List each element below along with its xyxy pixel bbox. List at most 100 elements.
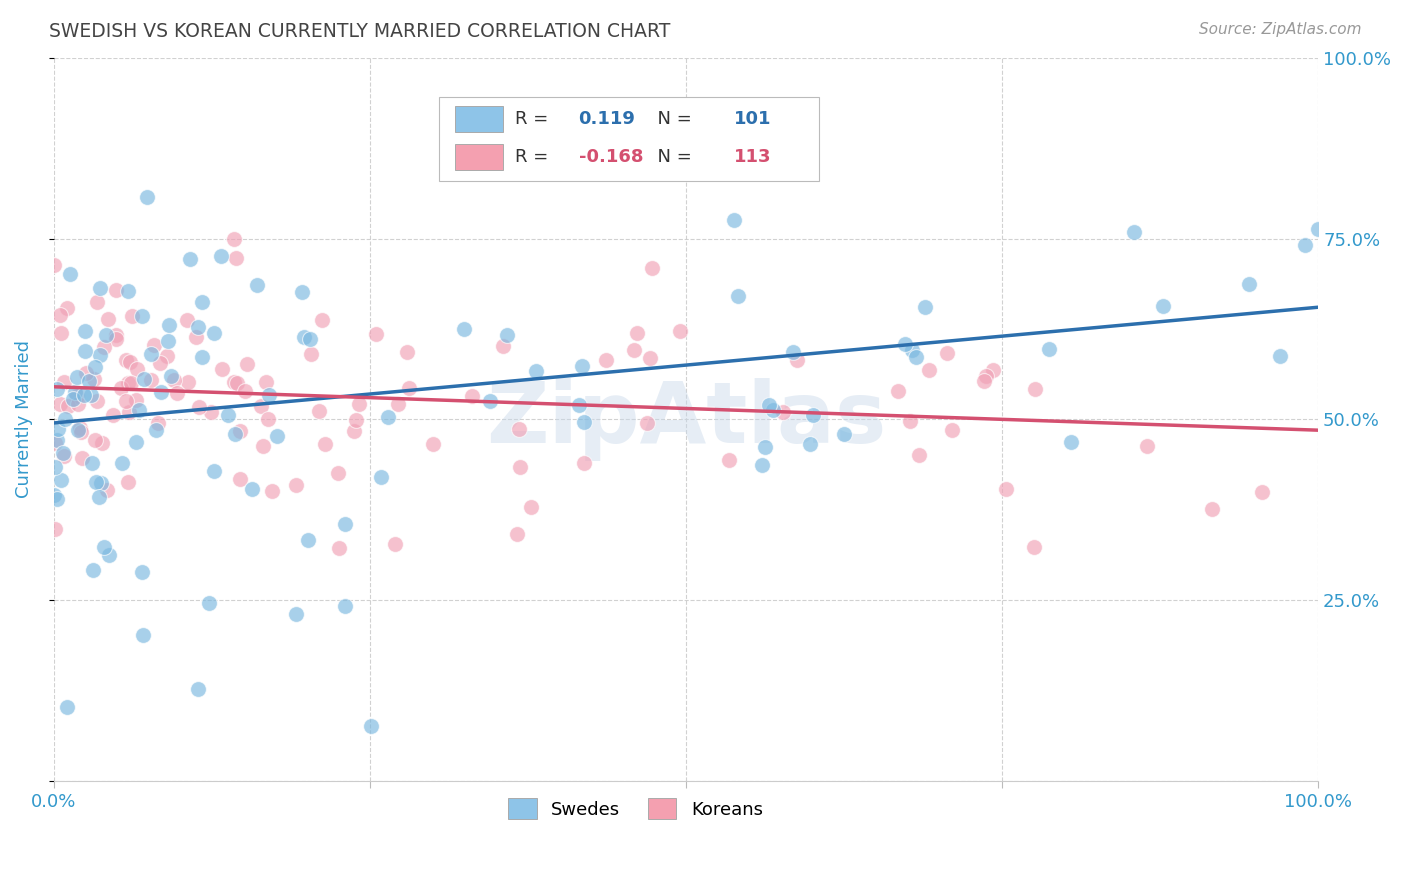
Point	[638, 351, 661, 365]
Point	[86, 394, 108, 409]
Point	[155, 350, 177, 364]
FancyBboxPatch shape	[454, 144, 503, 169]
Point	[772, 405, 794, 419]
Point	[254, 376, 277, 390]
Point	[1308, 221, 1330, 235]
Point	[370, 470, 392, 484]
Point	[571, 359, 593, 373]
Point	[641, 260, 664, 275]
Point	[191, 351, 214, 365]
Point	[894, 336, 917, 351]
Point	[1237, 277, 1260, 292]
Point	[572, 456, 595, 470]
Point	[1024, 540, 1046, 554]
Point	[46, 433, 69, 447]
Point	[1250, 484, 1272, 499]
Point	[1024, 383, 1046, 397]
Point	[311, 313, 333, 327]
Point	[285, 607, 308, 622]
Text: 113: 113	[734, 148, 772, 167]
Point	[236, 357, 259, 371]
Point	[66, 423, 89, 437]
Point	[82, 563, 104, 577]
Point	[751, 458, 773, 473]
Text: R =: R =	[516, 110, 554, 128]
Point	[233, 384, 256, 398]
Point	[284, 477, 307, 491]
Point	[52, 445, 75, 459]
Point	[786, 352, 808, 367]
Point	[49, 396, 72, 410]
Point	[96, 483, 118, 498]
Point	[496, 328, 519, 343]
Point	[900, 343, 922, 357]
Point	[114, 353, 136, 368]
Point	[132, 628, 155, 642]
Point	[636, 416, 658, 430]
Legend: Swedes, Koreans: Swedes, Koreans	[501, 791, 770, 826]
Point	[217, 408, 239, 422]
Point	[936, 345, 959, 359]
Point	[508, 422, 530, 436]
Point	[803, 409, 825, 423]
Point	[90, 436, 112, 450]
Point	[125, 392, 148, 407]
Point	[297, 533, 319, 548]
Point	[83, 372, 105, 386]
Point	[120, 376, 142, 390]
Point	[1060, 435, 1083, 450]
Point	[86, 294, 108, 309]
Point	[228, 472, 250, 486]
Point	[149, 385, 172, 400]
Point	[918, 363, 941, 377]
Point	[53, 450, 76, 464]
Point	[1038, 343, 1060, 357]
Point	[240, 483, 263, 497]
Point	[82, 457, 104, 471]
Point	[131, 565, 153, 579]
Point	[111, 456, 134, 470]
Point	[1136, 439, 1159, 453]
Point	[299, 332, 322, 346]
Point	[291, 285, 314, 299]
Point	[49, 308, 72, 322]
Point	[981, 363, 1004, 377]
Point	[97, 311, 120, 326]
Point	[131, 310, 153, 324]
Point	[44, 459, 66, 474]
Point	[222, 231, 245, 245]
Point	[398, 381, 420, 395]
Point	[758, 398, 780, 412]
Point	[250, 400, 273, 414]
Point	[66, 370, 89, 384]
Point	[117, 284, 139, 298]
Point	[384, 537, 406, 551]
Point	[832, 426, 855, 441]
Point	[572, 415, 595, 429]
Point	[229, 425, 252, 439]
Text: 0.119: 0.119	[578, 110, 636, 128]
Point	[160, 368, 183, 383]
Point	[360, 718, 382, 732]
Point	[973, 374, 995, 388]
Point	[595, 353, 617, 368]
Point	[524, 364, 547, 378]
Point	[46, 422, 69, 436]
Point	[53, 375, 76, 389]
Point	[256, 412, 278, 426]
Point	[754, 440, 776, 454]
Point	[898, 414, 921, 428]
Point	[176, 312, 198, 326]
Point	[93, 340, 115, 354]
Point	[84, 475, 107, 489]
Point	[333, 599, 356, 614]
Point	[941, 423, 963, 437]
Point	[914, 300, 936, 314]
Point	[45, 492, 67, 507]
Point	[314, 437, 336, 451]
Point	[1201, 502, 1223, 516]
Text: SWEDISH VS KOREAN CURRENTLY MARRIED CORRELATION CHART: SWEDISH VS KOREAN CURRENTLY MARRIED CORR…	[49, 22, 671, 41]
Point	[478, 394, 501, 409]
Point	[994, 483, 1017, 497]
FancyBboxPatch shape	[454, 106, 503, 132]
